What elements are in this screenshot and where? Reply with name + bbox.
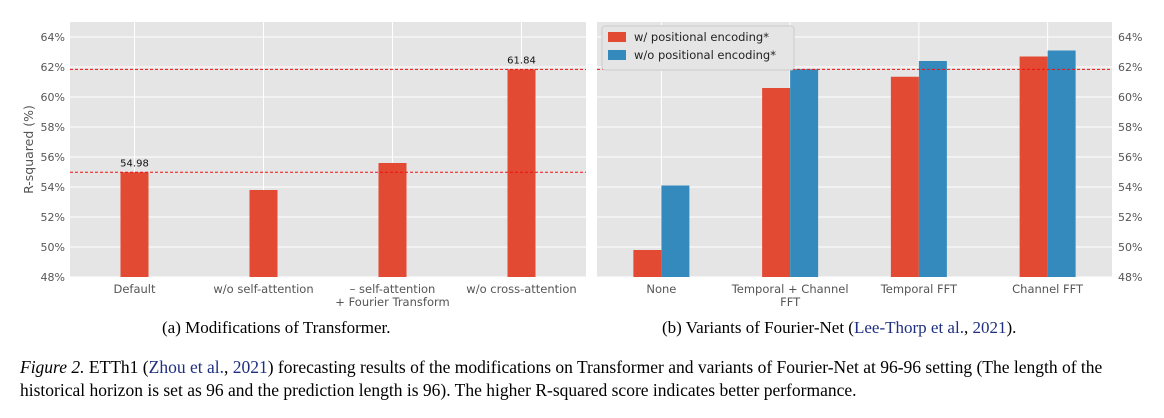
- panel-a-bar: [120, 172, 149, 277]
- panel-b-bar-series-1: [918, 61, 947, 277]
- panel-b-x-tick-label: FFT: [780, 295, 801, 309]
- panel-b-bar-series-0: [633, 250, 662, 277]
- panel-b-y-tick-label: 60%: [1118, 91, 1142, 104]
- panel-b-y-tick-label: 62%: [1118, 61, 1142, 74]
- figure-charts: 48% 50% 52% 54% 56% 58% 60% 62% 64% 54.98 61.84 Def…: [21, 22, 1142, 309]
- panel-a-y-tick-label: 62%: [41, 61, 65, 74]
- panel-b-legend: [601, 25, 795, 71]
- caption-cite-sep: ,: [223, 357, 233, 377]
- panel-b-legend-label: w/o positional encoding*: [634, 48, 776, 62]
- panel-b-legend-swatch: [608, 32, 626, 42]
- panel-b-bar-series-1: [661, 185, 690, 277]
- panel-b-y-tick-label: 56%: [1118, 151, 1142, 164]
- caption-citation-year[interactable]: 2021: [232, 357, 268, 377]
- panel-b-bar-series-0: [1019, 56, 1048, 277]
- panel-b-legend-label: w/ positional encoding*: [634, 30, 769, 44]
- subcaption-b-prefix: (b) Variants of Fourier-Net (: [662, 318, 854, 337]
- subcaption-b-sep: ,: [963, 318, 973, 337]
- panel-b-y-tick-label: 64%: [1118, 31, 1142, 44]
- subcaption-b-citation-year[interactable]: 2021: [972, 318, 1007, 337]
- figure-label: Figure 2.: [20, 357, 85, 377]
- panel-b-bar-series-0: [762, 88, 791, 277]
- panel-b-x-tick-label: Temporal + Channel: [731, 282, 849, 296]
- panel-a-y-tick-label: 50%: [41, 241, 65, 254]
- panel-a-bar: [507, 69, 536, 278]
- panel-b-x-tick-label: None: [646, 282, 676, 296]
- panel-a-x-tick-label: – self-attention: [350, 282, 436, 296]
- panel-b-legend-swatch: [608, 50, 626, 60]
- panel-b-y-tick-label: 50%: [1118, 241, 1142, 254]
- panel-b-bar-series-0: [890, 76, 919, 277]
- caption-dataset: ETTh1 (: [84, 357, 149, 377]
- panel-a-y-tick-label: 60%: [41, 91, 65, 104]
- panel-b-y-tick-label: 48%: [1118, 271, 1142, 284]
- panel-b-x-tick-label: Channel FFT: [1012, 282, 1084, 296]
- panel-a-data-label: 54.98: [120, 158, 149, 169]
- panel-b-y-tick-label: 58%: [1118, 121, 1142, 134]
- panel-a-y-tick-label: 64%: [41, 31, 65, 44]
- panel-a-y-tick-label: 54%: [41, 181, 65, 194]
- panel-b-bar-series-1: [790, 69, 819, 277]
- panel-b-bar-series-1: [1047, 50, 1076, 277]
- subcaption-b-suffix: ).: [1006, 318, 1017, 337]
- panel-a-y-tick-label: 56%: [41, 151, 65, 164]
- panel-a-x-tick-label: w/o self-attention: [213, 282, 313, 296]
- panel-a-x-tick-label: + Fourier Transform: [335, 295, 449, 309]
- subcaption-b: (b) Variants of Fourier-Net (Lee-Thorp e…: [662, 318, 1016, 338]
- panel-a-x-tick-label: w/o cross-attention: [466, 282, 576, 296]
- panel-a-data-label: 61.84: [507, 55, 536, 66]
- panel-a-y-tick-label: 48%: [41, 271, 65, 284]
- subcaption-a-text: (a) Modifications of Transformer.: [162, 318, 391, 337]
- panel-b-y-tick-label: 52%: [1118, 211, 1142, 224]
- caption-citation-author[interactable]: Zhou et al.: [148, 357, 224, 377]
- panel-a-bar: [378, 163, 407, 277]
- panel-a-bar: [249, 190, 278, 277]
- caption-text: ) forecasting results of the modificatio…: [20, 357, 1103, 400]
- panel-a-x-tick-label: Default: [113, 282, 156, 296]
- subcaption-b-citation-author[interactable]: Lee-Thorp et al.: [853, 318, 964, 337]
- figure-caption: Figure 2. ETTh1 (Zhou et al., 2021) fore…: [20, 356, 1150, 402]
- panel-a-y-axis-label: R-squared (%): [21, 105, 36, 194]
- panel-a-plot-area: [70, 22, 586, 277]
- subcaption-a: (a) Modifications of Transformer.: [162, 318, 391, 338]
- panel-b-x-tick-label: Temporal FFT: [880, 282, 958, 296]
- panel-a-y-tick-label: 52%: [41, 211, 65, 224]
- panel-a-y-tick-label: 58%: [41, 121, 65, 134]
- panel-b-y-tick-label: 54%: [1118, 181, 1142, 194]
